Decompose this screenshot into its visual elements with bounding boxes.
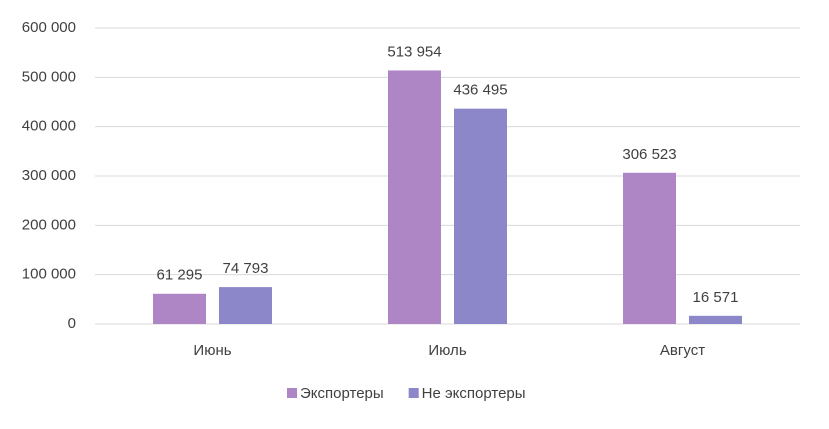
legend-swatch (287, 388, 297, 398)
legend-label: Экспортеры (300, 385, 384, 402)
data-label: 436 495 (453, 82, 507, 99)
y-tick-label: 600 000 (22, 19, 76, 36)
x-tick-label: Июнь (193, 342, 231, 359)
x-tick-label: Август (660, 342, 705, 359)
bar (153, 293, 206, 324)
legend-label: Не экспортеры (422, 385, 526, 402)
legend-swatch (408, 388, 419, 398)
data-label: 74 793 (223, 260, 269, 277)
bar (388, 70, 441, 324)
bar (219, 287, 272, 324)
y-tick-label: 500 000 (22, 68, 76, 85)
data-label: 306 523 (622, 146, 676, 163)
bar (454, 108, 507, 324)
bar (689, 315, 742, 324)
data-label: 61 295 (157, 267, 203, 284)
x-tick-label: Июль (428, 342, 466, 359)
y-tick-label: 400 000 (22, 118, 76, 135)
bar (623, 172, 676, 324)
y-tick-label: 0 (68, 315, 76, 332)
y-tick-label: 100 000 (22, 266, 76, 283)
data-label: 513 954 (387, 43, 441, 60)
y-tick-label: 300 000 (22, 167, 76, 184)
y-tick-label: 200 000 (22, 216, 76, 233)
data-label: 16 571 (693, 289, 739, 306)
